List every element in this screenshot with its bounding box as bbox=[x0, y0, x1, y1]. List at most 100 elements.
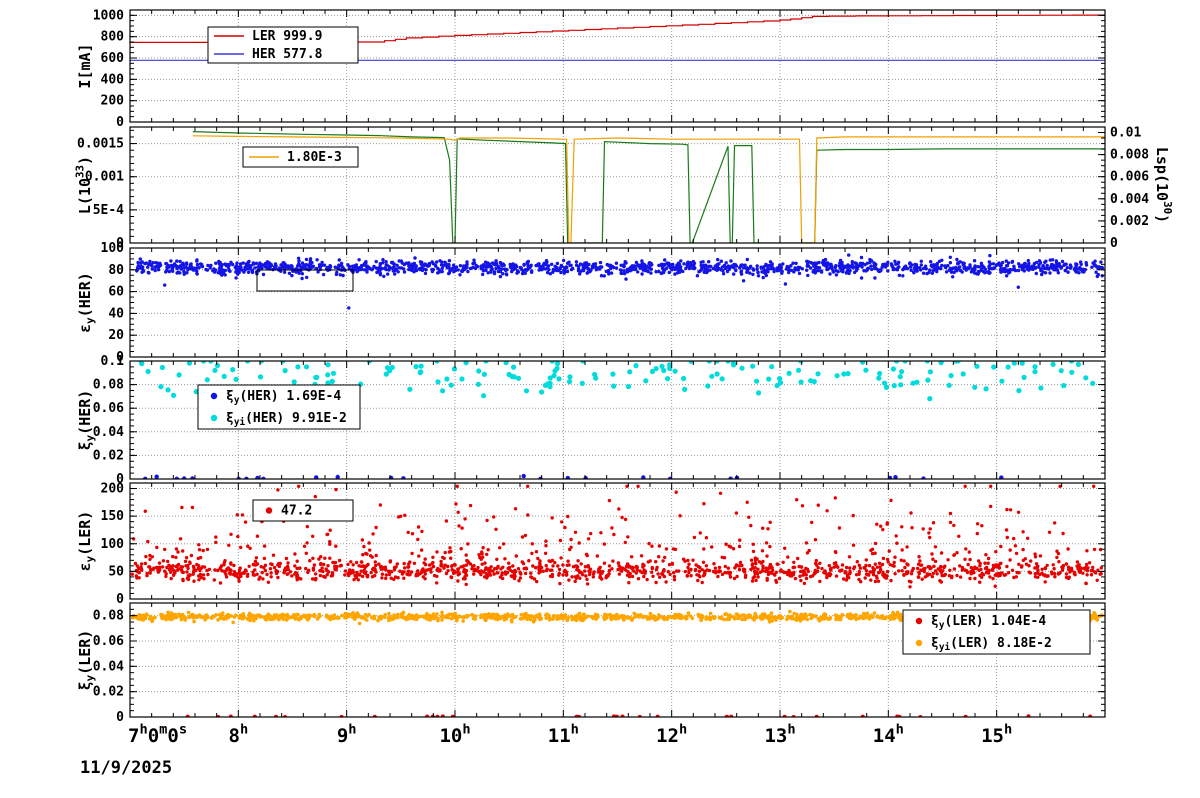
panel-data bbox=[192, 131, 1105, 243]
x-tick-label: 8h bbox=[228, 721, 248, 747]
legend-box bbox=[902, 609, 1091, 655]
axis-ticks bbox=[130, 127, 1105, 244]
y-tick-label: 40 bbox=[108, 306, 124, 321]
panel-data bbox=[138, 361, 1096, 479]
y-tick-label: 0 bbox=[116, 236, 124, 251]
x-tick-label: 12h bbox=[656, 721, 687, 747]
right-tick-label: 0.01 bbox=[1110, 126, 1141, 141]
series-scatter-ey(HER) bbox=[135, 253, 1105, 310]
y-tick-label: 50 bbox=[108, 564, 124, 579]
y-tick-label: 800 bbox=[101, 30, 125, 45]
x-tick-label: 9h bbox=[337, 721, 357, 747]
y-tick-label: 1000 bbox=[93, 8, 124, 23]
legend-dot-marker bbox=[915, 639, 923, 647]
y-tick-label: 0 bbox=[116, 592, 124, 607]
y-tick-label: 5E-4 bbox=[93, 203, 124, 218]
legend-ey-ler: 47.2 bbox=[252, 499, 354, 522]
panel-ey-her: 0 20 40 60 80 100 εy(HER) bbox=[76, 241, 1106, 365]
y-tick-label: 0 bbox=[116, 350, 124, 365]
y-tick-label: 200 bbox=[101, 482, 125, 497]
legend-box bbox=[207, 26, 359, 64]
panel-current: 0 200 400 600 800 1000 I[mA] LER 999.9 HER 577.8 bbox=[76, 8, 1106, 130]
date-label: 11/9/2025 bbox=[80, 758, 172, 778]
right-tick-label: 0.004 bbox=[1110, 192, 1149, 207]
y-tick-label: 600 bbox=[101, 51, 125, 66]
legend-dot-marker bbox=[210, 392, 218, 400]
series-line-LER bbox=[130, 14, 1105, 43]
y-tick-label: 80 bbox=[108, 263, 124, 278]
y-tick-label: 0.06 bbox=[93, 634, 124, 649]
legend-box bbox=[197, 384, 361, 430]
x-tick-label: 7h0m0s bbox=[128, 721, 187, 747]
legend-current: LER 999.9 HER 577.8 bbox=[207, 26, 359, 64]
panel-data bbox=[135, 253, 1105, 310]
y-tick-label: 0 bbox=[116, 710, 124, 725]
y-tick-label: 100 bbox=[101, 537, 125, 552]
legend-dot-marker bbox=[915, 617, 923, 625]
legend-ey-her bbox=[256, 269, 354, 292]
y-tick-label: 0.02 bbox=[93, 448, 124, 463]
x-tick-label: 14h bbox=[873, 721, 904, 747]
legend-xiy-her: ξy(HER) 1.69E-4 ξyi(HER) 9.91E-2 bbox=[197, 384, 361, 430]
y-axis-title-ey-her: εy(HER) bbox=[76, 272, 97, 333]
y-axis-title-current: I[mA] bbox=[76, 43, 94, 88]
right-tick-label: 0 bbox=[1110, 236, 1118, 251]
y-tick-label: 20 bbox=[108, 328, 124, 343]
panel-frame bbox=[129, 9, 1106, 123]
y-axis-title-xiy-ler: ξy(LER) bbox=[76, 630, 97, 691]
right-axis-title: Lsp(1030) bbox=[1153, 147, 1174, 223]
right-tick-label: 0.006 bbox=[1110, 170, 1149, 185]
series-line-Lsp bbox=[192, 135, 1105, 243]
right-tick-label: 0.008 bbox=[1110, 148, 1149, 163]
y-axis-title-luminosity: L(1033) bbox=[73, 156, 94, 214]
y-tick-label: 0 bbox=[116, 472, 124, 487]
y-tick-label: 0.04 bbox=[93, 425, 124, 440]
legend-box bbox=[256, 269, 354, 292]
x-tick-label: 13h bbox=[764, 721, 795, 747]
y-tick-label: 0.0015 bbox=[77, 137, 124, 152]
legend-box bbox=[242, 146, 359, 168]
legend-label: LER 999.9 bbox=[252, 29, 322, 44]
panel-data bbox=[130, 484, 1104, 589]
panel-frame bbox=[129, 126, 1106, 244]
y-tick-label: 0.001 bbox=[85, 170, 124, 185]
y-tick-label: 400 bbox=[101, 72, 125, 87]
y-tick-label: 200 bbox=[101, 94, 125, 109]
legend-luminosity: 1.80E-3 bbox=[242, 146, 359, 168]
y-axis-title-ey-ler: εy(LER) bbox=[76, 511, 97, 572]
legend-dot-marker bbox=[265, 507, 273, 514]
y-tick-label: 0.02 bbox=[93, 685, 124, 700]
x-tick-label: 15h bbox=[981, 721, 1012, 747]
legend-label: 47.2 bbox=[281, 504, 312, 519]
legend-label: ξy(LER) 1.04E-4 bbox=[931, 614, 1046, 631]
y-tick-label: 0.04 bbox=[93, 659, 124, 674]
axis-ticks bbox=[130, 603, 1105, 718]
series-scatter-xiyi(HER) bbox=[138, 361, 1096, 402]
legend-label: ξyi(LER) 8.18E-2 bbox=[931, 636, 1052, 653]
series-scatter-ey(LER) bbox=[130, 484, 1104, 589]
legend-box bbox=[252, 499, 354, 522]
y-tick-label: 0.08 bbox=[93, 378, 124, 393]
y-axis-title-xiy-her: ξy(HER) bbox=[76, 390, 97, 451]
panel-luminosity: 0 5E-4 0.001 0.0015 0 0.002 0.004 0.006 0.008 0.0… bbox=[73, 126, 1174, 251]
y-tick-label: 0 bbox=[116, 115, 124, 130]
legend-label: ξyi(HER) 9.91E-2 bbox=[226, 411, 347, 428]
panel-ey-ler: 0 50 100 150 200 εy(LER) 47.2 bbox=[76, 482, 1106, 607]
legend-label: 1.80E-3 bbox=[287, 150, 342, 165]
panel-xiy-her: 0 0.02 0.04 0.06 0.08 0.1 ξy(HER) ξy(HER) 1.69E… bbox=[76, 354, 1106, 487]
legend-label: ξy(HER) 1.69E-4 bbox=[226, 389, 341, 406]
axis-ticks bbox=[130, 247, 1105, 358]
x-tick-label: 10h bbox=[439, 721, 470, 747]
axis-ticks bbox=[130, 360, 1105, 480]
y-tick-label: 0.1 bbox=[101, 354, 125, 369]
legend-dot-marker bbox=[210, 414, 218, 422]
grid-lines bbox=[130, 127, 1105, 243]
right-tick-label: 0.002 bbox=[1110, 214, 1149, 229]
legend-xiy-ler: ξy(LER) 1.04E-4 ξyi(LER) 8.18E-2 bbox=[902, 609, 1091, 655]
y-tick-label: 150 bbox=[101, 509, 125, 524]
y-tick-label: 0.06 bbox=[93, 401, 124, 416]
